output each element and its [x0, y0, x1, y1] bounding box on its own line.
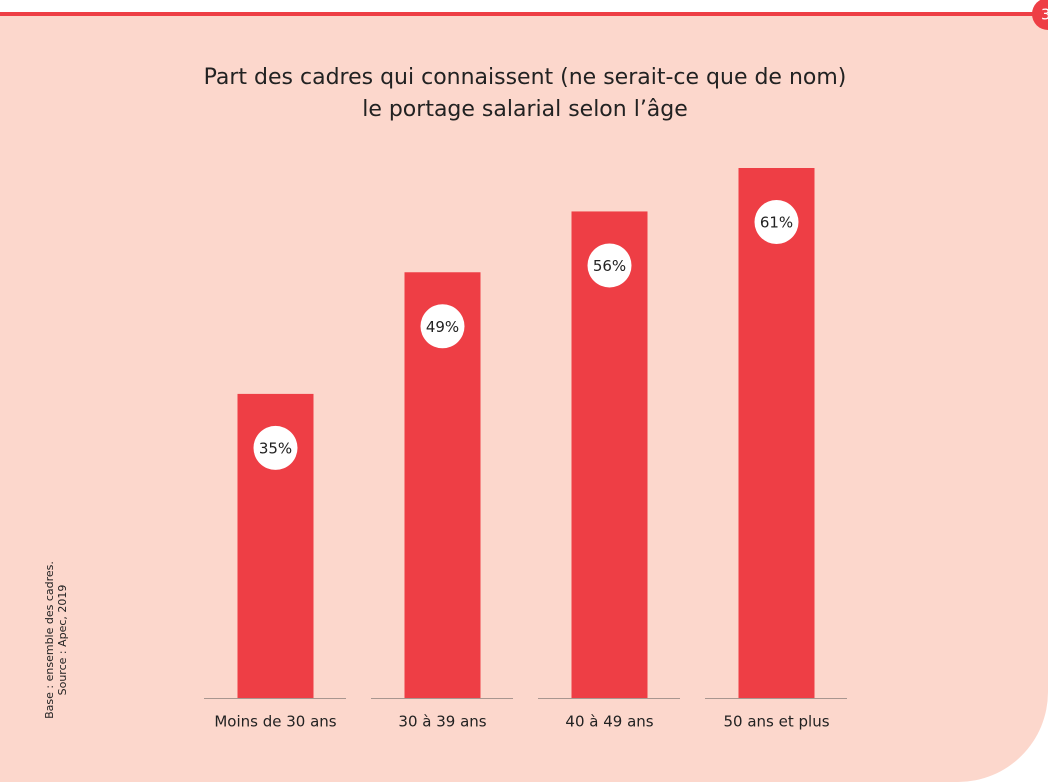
- x-tick-label: Moins de 30 ans: [214, 713, 336, 731]
- x-tick-label: 40 à 49 ans: [565, 713, 653, 731]
- top-rule: [0, 12, 1036, 16]
- value-label: 49%: [426, 318, 459, 336]
- value-label: 35%: [259, 439, 292, 457]
- page-badge: [1032, 0, 1048, 30]
- background: [0, 14, 1048, 782]
- value-badge: [754, 200, 799, 244]
- source-line: Base : ensemble des cadres.: [43, 561, 56, 719]
- value-badge: [253, 425, 298, 470]
- chart-title: le portage salarial selon l’âge: [362, 97, 688, 122]
- chart-title: Part des cadres qui connaissent (ne sera…: [204, 65, 847, 90]
- bar: [571, 211, 648, 698]
- value-label: 56%: [593, 257, 626, 275]
- x-tick-label: 50 ans et plus: [723, 713, 829, 731]
- x-tick-label: 30 à 39 ans: [398, 713, 486, 731]
- value-badge: [420, 304, 465, 349]
- source-note: Base : ensemble des cadres. Source : Ape…: [43, 561, 69, 719]
- value-label: 61%: [760, 214, 793, 232]
- value-badge: [587, 243, 632, 288]
- bar: [738, 168, 815, 698]
- source-line: Source : Apec, 2019: [56, 585, 69, 696]
- page-number: 3: [1041, 6, 1048, 24]
